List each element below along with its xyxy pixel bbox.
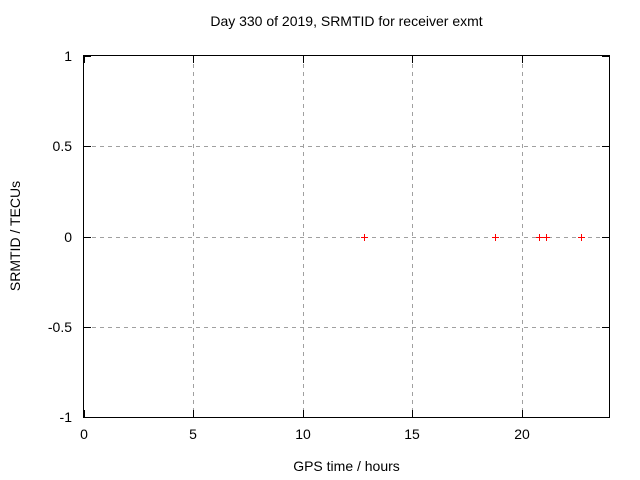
y-tick-mark-right [602, 237, 609, 238]
y-tick-mark-right [602, 146, 609, 147]
x-axis-label: GPS time / hours [293, 458, 400, 474]
x-tick-mark-top [193, 56, 194, 63]
data-point-marker [361, 234, 368, 241]
y-tick-label: -1 [59, 409, 72, 425]
marker-vertical-bar [539, 234, 540, 241]
x-tick-label: 10 [295, 426, 311, 442]
y-tick-mark-right [602, 417, 609, 418]
marker-vertical-bar [495, 234, 496, 241]
x-tick-mark-top [522, 56, 523, 63]
y-gridline [84, 327, 609, 328]
y-tick-mark-left [84, 417, 91, 418]
y-tick-mark-right [602, 327, 609, 328]
y-tick-label: 0.5 [52, 138, 72, 154]
marker-vertical-bar [581, 234, 582, 241]
y-gridline [84, 237, 609, 238]
x-tick-label: 20 [514, 426, 530, 442]
data-point-marker [578, 234, 585, 241]
plot-area [83, 55, 610, 418]
x-tick-mark-top [412, 56, 413, 63]
marker-vertical-bar [364, 234, 365, 241]
x-tick-label: 5 [189, 426, 197, 442]
chart-title: Day 330 of 2019, SRMTID for receiver exm… [210, 13, 483, 29]
marker-vertical-bar [546, 234, 547, 241]
y-tick-mark-right [602, 56, 609, 57]
y-tick-mark-left [84, 237, 91, 238]
x-tick-mark-bottom [84, 410, 85, 417]
x-tick-mark-bottom [193, 410, 194, 417]
y-tick-label: 1 [64, 48, 72, 64]
x-tick-mark-bottom [412, 410, 413, 417]
y-tick-label: -0.5 [47, 319, 72, 335]
data-point-marker [543, 234, 550, 241]
x-tick-label: 0 [80, 426, 88, 442]
y-tick-label: 0 [64, 229, 72, 245]
x-tick-mark-bottom [303, 410, 304, 417]
x-gridline [303, 56, 304, 417]
data-point-marker [492, 234, 499, 241]
data-point-marker [536, 234, 543, 241]
y-tick-mark-left [84, 146, 91, 147]
x-gridline [193, 56, 194, 417]
x-tick-mark-top [303, 56, 304, 63]
y-tick-mark-left [84, 56, 91, 57]
x-gridline [522, 56, 523, 417]
y-tick-mark-left [84, 327, 91, 328]
x-tick-mark-top [84, 56, 85, 63]
x-tick-mark-bottom [522, 410, 523, 417]
x-gridline [412, 56, 413, 417]
x-tick-label: 15 [404, 426, 420, 442]
y-gridline [84, 146, 609, 147]
